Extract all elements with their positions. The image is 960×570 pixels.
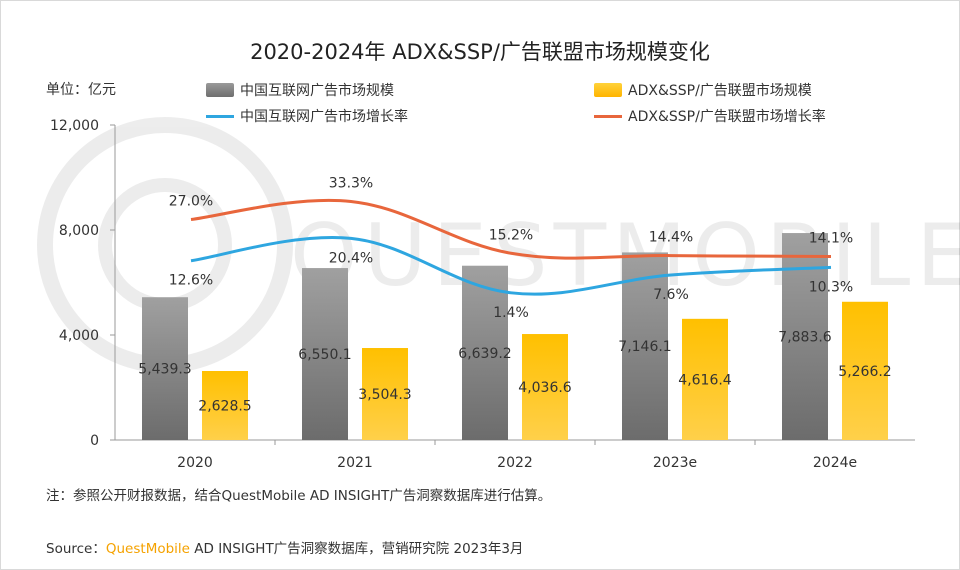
x-tick-label: 2020 — [177, 455, 213, 471]
legend-swatch-bar2 — [594, 83, 622, 97]
bar-value-label-adx: 5,266.2 — [838, 364, 891, 380]
line-value-label-adx: 33.3% — [329, 175, 373, 191]
line-value-label-adx: 15.2% — [489, 227, 533, 243]
line-value-label-adx: 14.1% — [809, 230, 853, 246]
legend-item-line2: ADX&SSP/广告联盟市场增长率 — [594, 106, 826, 126]
bar-internet-ad-market — [462, 265, 508, 440]
y-tick-label: 12,000 — [50, 118, 99, 134]
chart-title: 2020-2024年 ADX&SSP/广告联盟市场规模变化 — [250, 40, 710, 64]
y-tick-label: 4,000 — [59, 328, 99, 344]
bar-value-label-internet: 6,550.1 — [298, 347, 351, 363]
line-value-label-internet: 12.6% — [169, 273, 213, 289]
bar-adx-ssp-market — [362, 348, 408, 440]
bar-value-label-adx: 3,504.3 — [358, 387, 411, 403]
bar-adx-ssp-market — [522, 334, 568, 440]
source-rest: AD INSIGHT广告洞察数据库，营销研究院 2023年3月 — [189, 541, 524, 557]
line-value-label-adx: 14.4% — [649, 230, 693, 246]
line-value-label-internet: 10.3% — [809, 279, 853, 295]
line-value-label-internet: 7.6% — [653, 287, 689, 303]
bar-value-label-internet: 7,146.1 — [618, 339, 671, 355]
x-tick-label: 2022 — [497, 455, 533, 471]
bar-adx-ssp-market — [682, 318, 728, 440]
legend-swatch-line1 — [206, 114, 234, 118]
legend-item-bar2: ADX&SSP/广告联盟市场规模 — [594, 80, 812, 100]
line-value-label-adx: 27.0% — [169, 194, 213, 210]
bar-value-label-adx: 4,616.4 — [678, 372, 732, 388]
bar-adx-ssp-market — [842, 301, 888, 440]
legend-swatch-bar1 — [206, 83, 234, 97]
bar-adx-ssp-market — [202, 371, 248, 440]
bar-value-label-internet: 7,883.6 — [778, 330, 832, 346]
legend-label-bar1: 中国互联网广告市场规模 — [240, 83, 394, 99]
y-tick-label: 0 — [90, 433, 99, 449]
legend-label-bar2: ADX&SSP/广告联盟市场规模 — [628, 83, 812, 99]
legend-item-bar1: 中国互联网广告市场规模 — [206, 80, 394, 100]
x-tick-label: 2023e — [653, 455, 697, 471]
line-value-label-internet: 20.4% — [329, 250, 373, 266]
unit-label: 单位：亿元 — [46, 82, 116, 98]
legend-label-line2: ADX&SSP/广告联盟市场增长率 — [628, 109, 826, 125]
source-line: Source：QuestMobile AD INSIGHT广告洞察数据库，营销研… — [46, 537, 523, 557]
source-prefix: Source： — [46, 541, 106, 557]
y-tick-label: 8,000 — [59, 223, 99, 239]
bar-internet-ad-market — [142, 297, 188, 440]
line-internet-growth-rate — [190, 236, 832, 296]
legend-label-line1: 中国互联网广告市场增长率 — [240, 109, 408, 125]
line-adx-growth-rate — [190, 198, 832, 260]
bar-value-label-internet: 6,639.2 — [458, 346, 511, 362]
x-tick-label: 2021 — [337, 455, 373, 471]
line-value-label-internet: 1.4% — [493, 305, 529, 321]
source-brand: QuestMobile — [105, 541, 190, 557]
bar-internet-ad-market — [622, 252, 668, 440]
bar-value-label-adx: 4,036.6 — [518, 380, 572, 396]
bar-value-label-adx: 2,628.5 — [198, 399, 251, 415]
footnote: 注：参照公开财报数据，结合QuestMobile AD INSIGHT广告洞察数… — [46, 488, 552, 504]
legend-swatch-line2 — [594, 114, 622, 118]
bar-internet-ad-market — [302, 268, 348, 440]
bar-value-label-internet: 5,439.3 — [138, 362, 191, 378]
legend-item-line1: 中国互联网广告市场增长率 — [206, 106, 408, 126]
x-tick-label: 2024e — [813, 455, 857, 471]
